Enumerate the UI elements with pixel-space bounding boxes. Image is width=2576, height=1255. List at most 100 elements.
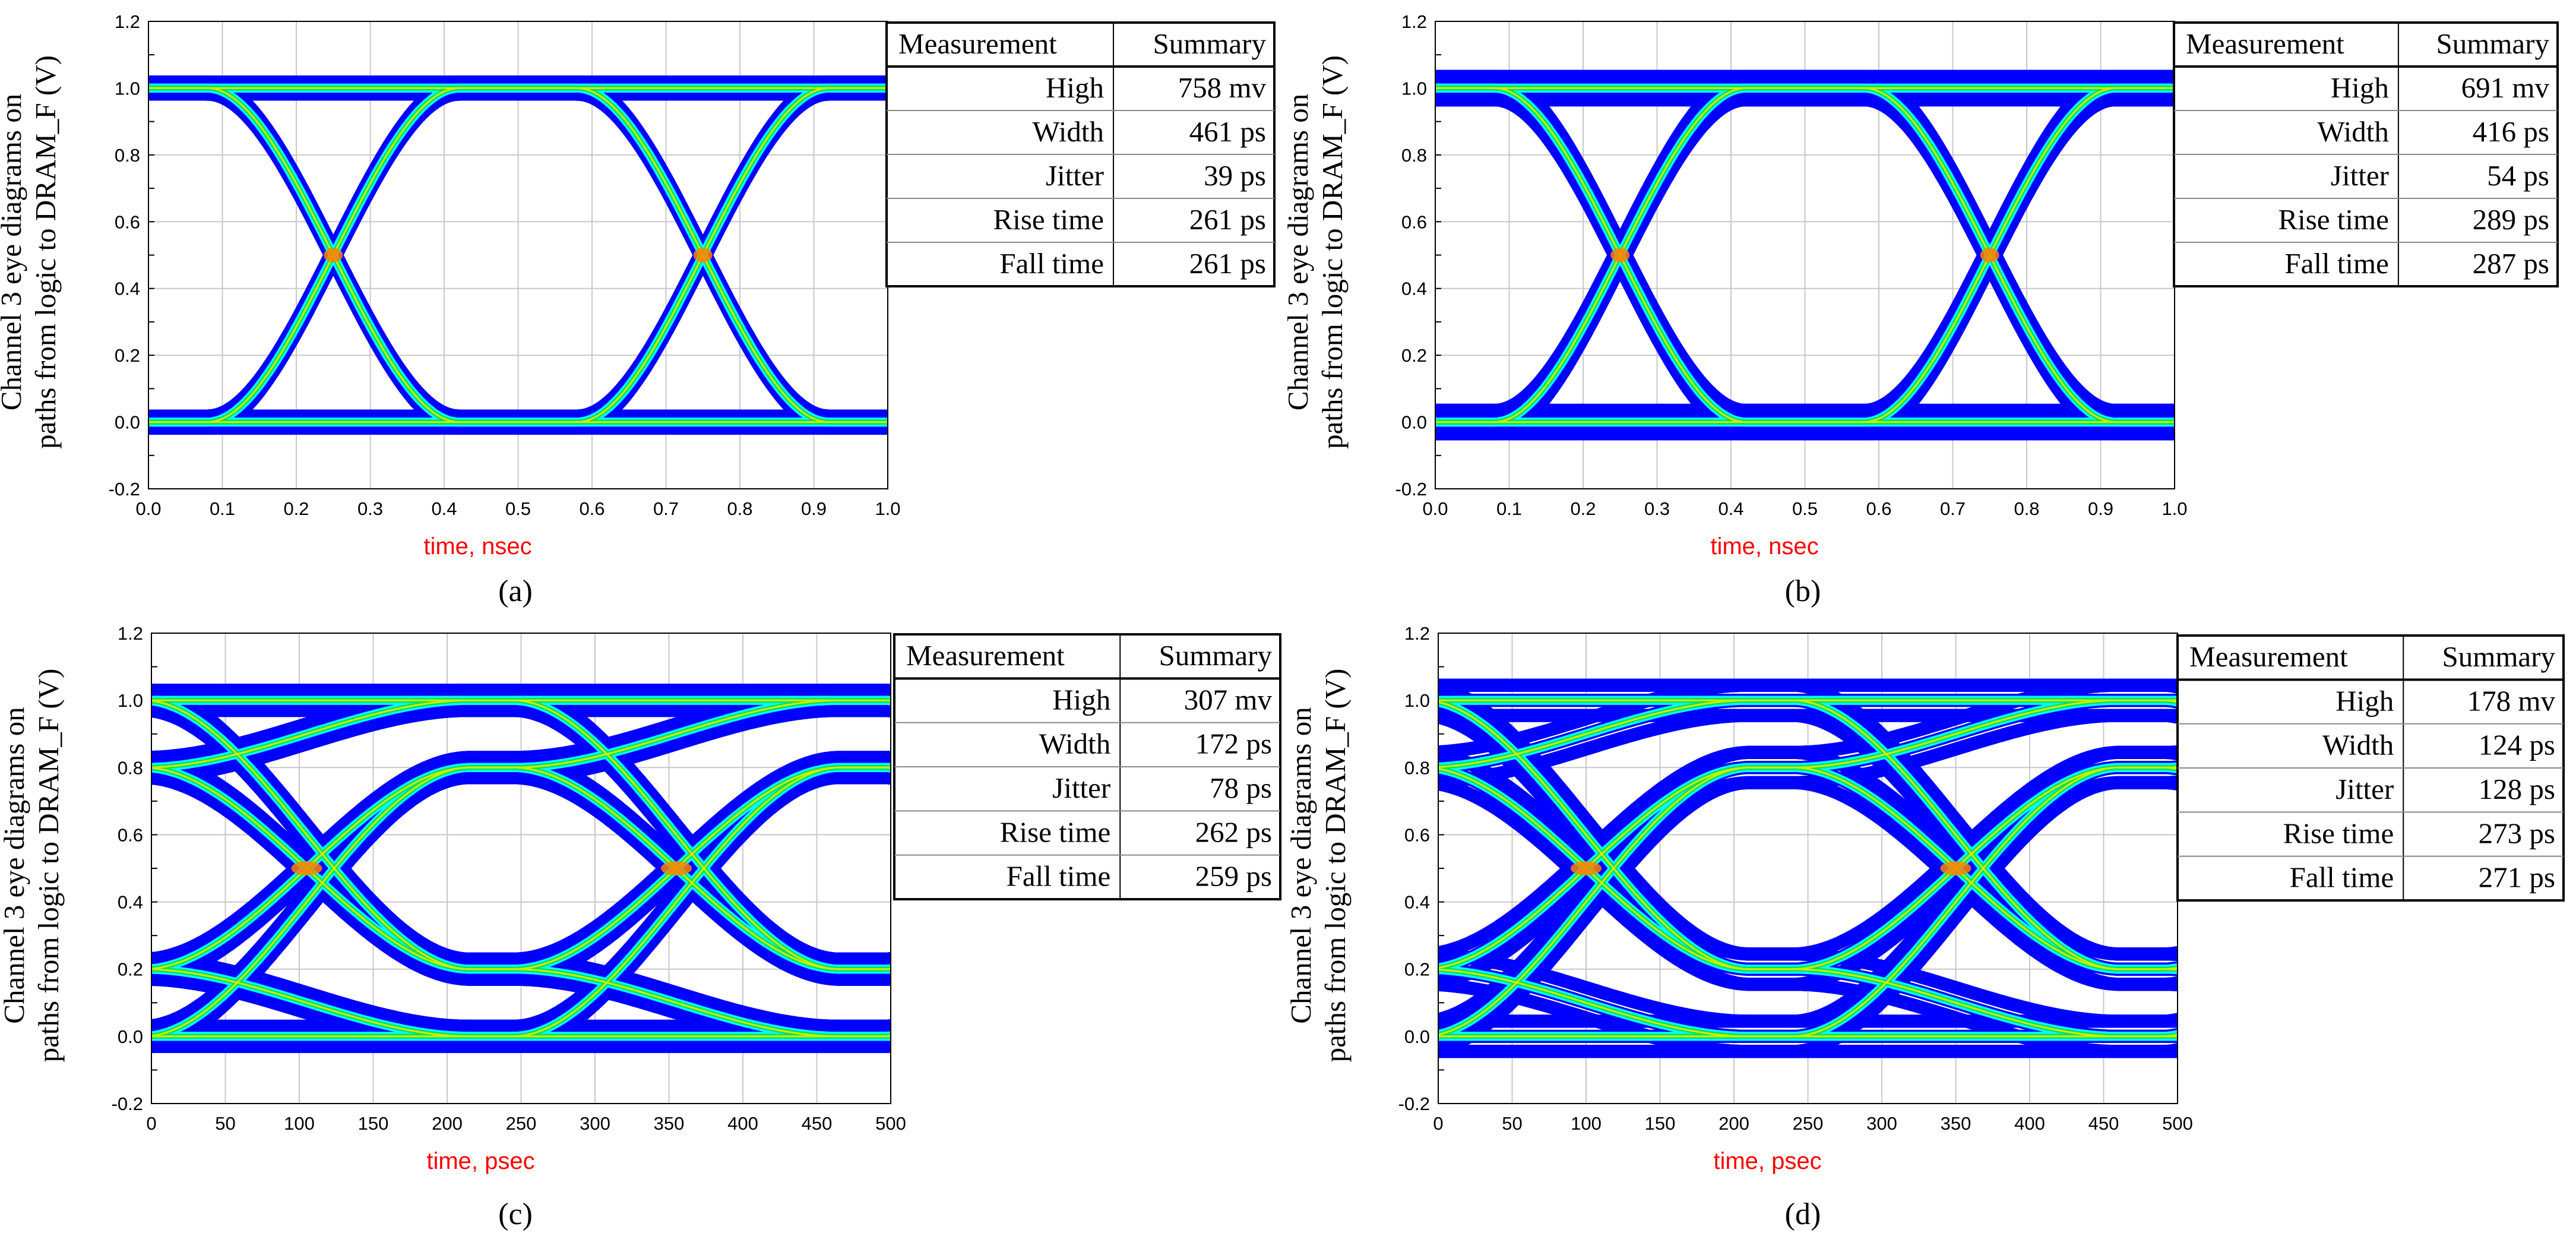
y-tick-label: 0.2 bbox=[115, 345, 140, 366]
crossing-point bbox=[1940, 861, 1971, 875]
crossing-point bbox=[1980, 248, 1999, 263]
table-cell-measurement: Fall time bbox=[999, 247, 1104, 280]
plot-frame bbox=[151, 633, 891, 1104]
eye-trace bbox=[1435, 87, 2175, 423]
eye-panel-b: -0.20.00.20.40.60.81.01.20.0 0.1 0.2 0.3 0.4… bbox=[1281, 11, 2559, 608]
x-tick-label: 0.4 bbox=[1718, 498, 1743, 519]
x-tick-label: 50 bbox=[1502, 1113, 1522, 1134]
table-cell-measurement: High bbox=[2336, 684, 2394, 717]
y-axis-title-line1: Channel 3 eye diagrams on bbox=[1281, 94, 1314, 410]
y-tick-label: 0.6 bbox=[115, 211, 140, 232]
x-tick-label: 400 bbox=[2014, 1113, 2045, 1134]
eye-trace bbox=[151, 704, 891, 986]
measurement-table: Measurement Summary High 758 mv Width 461 ps J… bbox=[885, 21, 1276, 287]
measurement-table: Measurement Summary High 691 mv Width 416 ps J… bbox=[2173, 21, 2559, 287]
eye-trace bbox=[151, 684, 891, 966]
x-tick-label: 0.8 bbox=[2014, 498, 2039, 519]
x-tick-label: 0.5 bbox=[505, 498, 531, 519]
y-tick-label: 0.0 bbox=[118, 1026, 143, 1047]
x-tick-label: 250 bbox=[1793, 1113, 1824, 1134]
crossing-point bbox=[1571, 861, 1602, 875]
table-cell-measurement: Width bbox=[2322, 729, 2394, 761]
y-tick-label: 0.6 bbox=[1404, 824, 1430, 845]
y-tick-label: 1.0 bbox=[1404, 690, 1430, 711]
x-tick-label: 0 bbox=[146, 1113, 156, 1134]
table-cell-measurement: Rise time bbox=[2283, 817, 2394, 849]
table-cell-summary: 259 ps bbox=[1195, 860, 1272, 893]
eye-density-layer bbox=[1438, 699, 2178, 1038]
eye-trace bbox=[1435, 69, 2175, 417]
eye-trace bbox=[1438, 699, 2178, 969]
measurement-table: Measurement Summary High 307 mv Width 172 ps J… bbox=[893, 633, 1281, 900]
x-tick-label: 450 bbox=[2088, 1113, 2119, 1134]
table-cell-summary: 78 ps bbox=[1210, 772, 1272, 804]
x-tick-label: 0.1 bbox=[210, 498, 235, 519]
y-tick-label: 0.2 bbox=[1404, 959, 1430, 980]
y-tick-label: 0.8 bbox=[1401, 145, 1427, 166]
table-cell-measurement: High bbox=[1046, 71, 1104, 104]
x-tick-label: 200 bbox=[432, 1113, 463, 1134]
y-axis-title-line1: Channel 3 eye diagrams on bbox=[1284, 707, 1317, 1023]
y-axis-title-line2: paths from logic to DRAM_F (V) bbox=[1316, 55, 1349, 449]
y-tick-label: 0.8 bbox=[118, 757, 143, 778]
table-cell-summary: 261 ps bbox=[1189, 203, 1266, 236]
x-axis-title: time, psec bbox=[426, 1148, 534, 1174]
table-header-summary: Summary bbox=[2436, 27, 2549, 60]
table-cell-summary: 758 mv bbox=[1178, 71, 1267, 104]
x-tick-label: 100 bbox=[284, 1113, 315, 1134]
x-tick-label: 350 bbox=[654, 1113, 685, 1134]
x-tick-label: 500 bbox=[875, 1113, 906, 1134]
table-cell-summary: 54 ps bbox=[2487, 159, 2549, 192]
table-cell-summary: 172 ps bbox=[1195, 728, 1272, 760]
table-cell-measurement: Jitter bbox=[1046, 159, 1104, 192]
eye-trace bbox=[1438, 680, 2178, 961]
eye-trace bbox=[1438, 766, 2178, 1038]
crossing-point bbox=[291, 861, 322, 875]
x-tick-label: 200 bbox=[1719, 1113, 1749, 1134]
table-cell-measurement: Width bbox=[1039, 728, 1111, 760]
x-tick-label: 1.0 bbox=[875, 498, 900, 519]
eye-panel-a: -0.20.00.20.40.60.81.01.20.0 0.1 0.2 0.3 0.4… bbox=[0, 11, 1276, 608]
table-cell-summary: 271 ps bbox=[2479, 861, 2555, 894]
x-tick-label: 0.9 bbox=[801, 498, 827, 519]
table-cell-measurement: High bbox=[1052, 683, 1110, 716]
table-cell-summary: 691 mv bbox=[2461, 71, 2550, 104]
eye-traces bbox=[151, 684, 891, 1053]
measurement-table: Measurement Summary High 178 mv Width 124 ps J… bbox=[2176, 634, 2565, 902]
table-cell-measurement: Fall time bbox=[2290, 861, 2394, 894]
eye-density-layer bbox=[151, 699, 891, 1038]
panel-caption: (c) bbox=[498, 1197, 533, 1231]
table-cell-measurement: Jitter bbox=[2331, 159, 2389, 192]
y-tick-label: 0.8 bbox=[115, 145, 140, 166]
table-cell-summary: 416 ps bbox=[2473, 115, 2549, 148]
y-tick-label: 0.2 bbox=[1401, 345, 1427, 366]
y-tick-label: 1.2 bbox=[1404, 623, 1430, 644]
x-tick-label: 0.5 bbox=[1792, 498, 1818, 519]
x-tick-label: 100 bbox=[1571, 1113, 1602, 1134]
table-cell-summary: 461 ps bbox=[1189, 115, 1266, 148]
y-axis-title-line2: paths from logic to DRAM_F (V) bbox=[1319, 669, 1352, 1063]
x-tick-label: 0.9 bbox=[2088, 498, 2113, 519]
x-tick-label: 0.4 bbox=[431, 498, 457, 519]
crossing-point bbox=[660, 861, 692, 875]
eye-trace bbox=[151, 700, 891, 971]
x-tick-label: 0.2 bbox=[1570, 498, 1596, 519]
x-tick-label: 0.6 bbox=[1866, 498, 1891, 519]
y-axis-title-line2: paths from logic to DRAM_F (V) bbox=[32, 669, 65, 1063]
eye-trace bbox=[148, 87, 888, 423]
table-cell-measurement: Jitter bbox=[1052, 772, 1110, 804]
eye-traces bbox=[1438, 678, 2178, 1058]
eye-traces bbox=[1435, 69, 2175, 441]
table-header-summary: Summary bbox=[1159, 639, 1272, 672]
y-tick-label: -0.2 bbox=[112, 1093, 143, 1114]
x-tick-label: 300 bbox=[1866, 1113, 1897, 1134]
table-cell-measurement: Rise time bbox=[1000, 815, 1110, 848]
table-cell-summary: 307 mv bbox=[1184, 683, 1273, 716]
x-axis-title: time, nsec bbox=[423, 533, 531, 559]
y-tick-label: -0.2 bbox=[109, 479, 140, 500]
eye-panel-d: -0.2 0.0 0.2 0.4 0.6 0.8 1.0 1.2 0 50 100 150 200 250… bbox=[1284, 623, 2565, 1231]
table-cell-measurement: Fall time bbox=[1007, 860, 1111, 893]
